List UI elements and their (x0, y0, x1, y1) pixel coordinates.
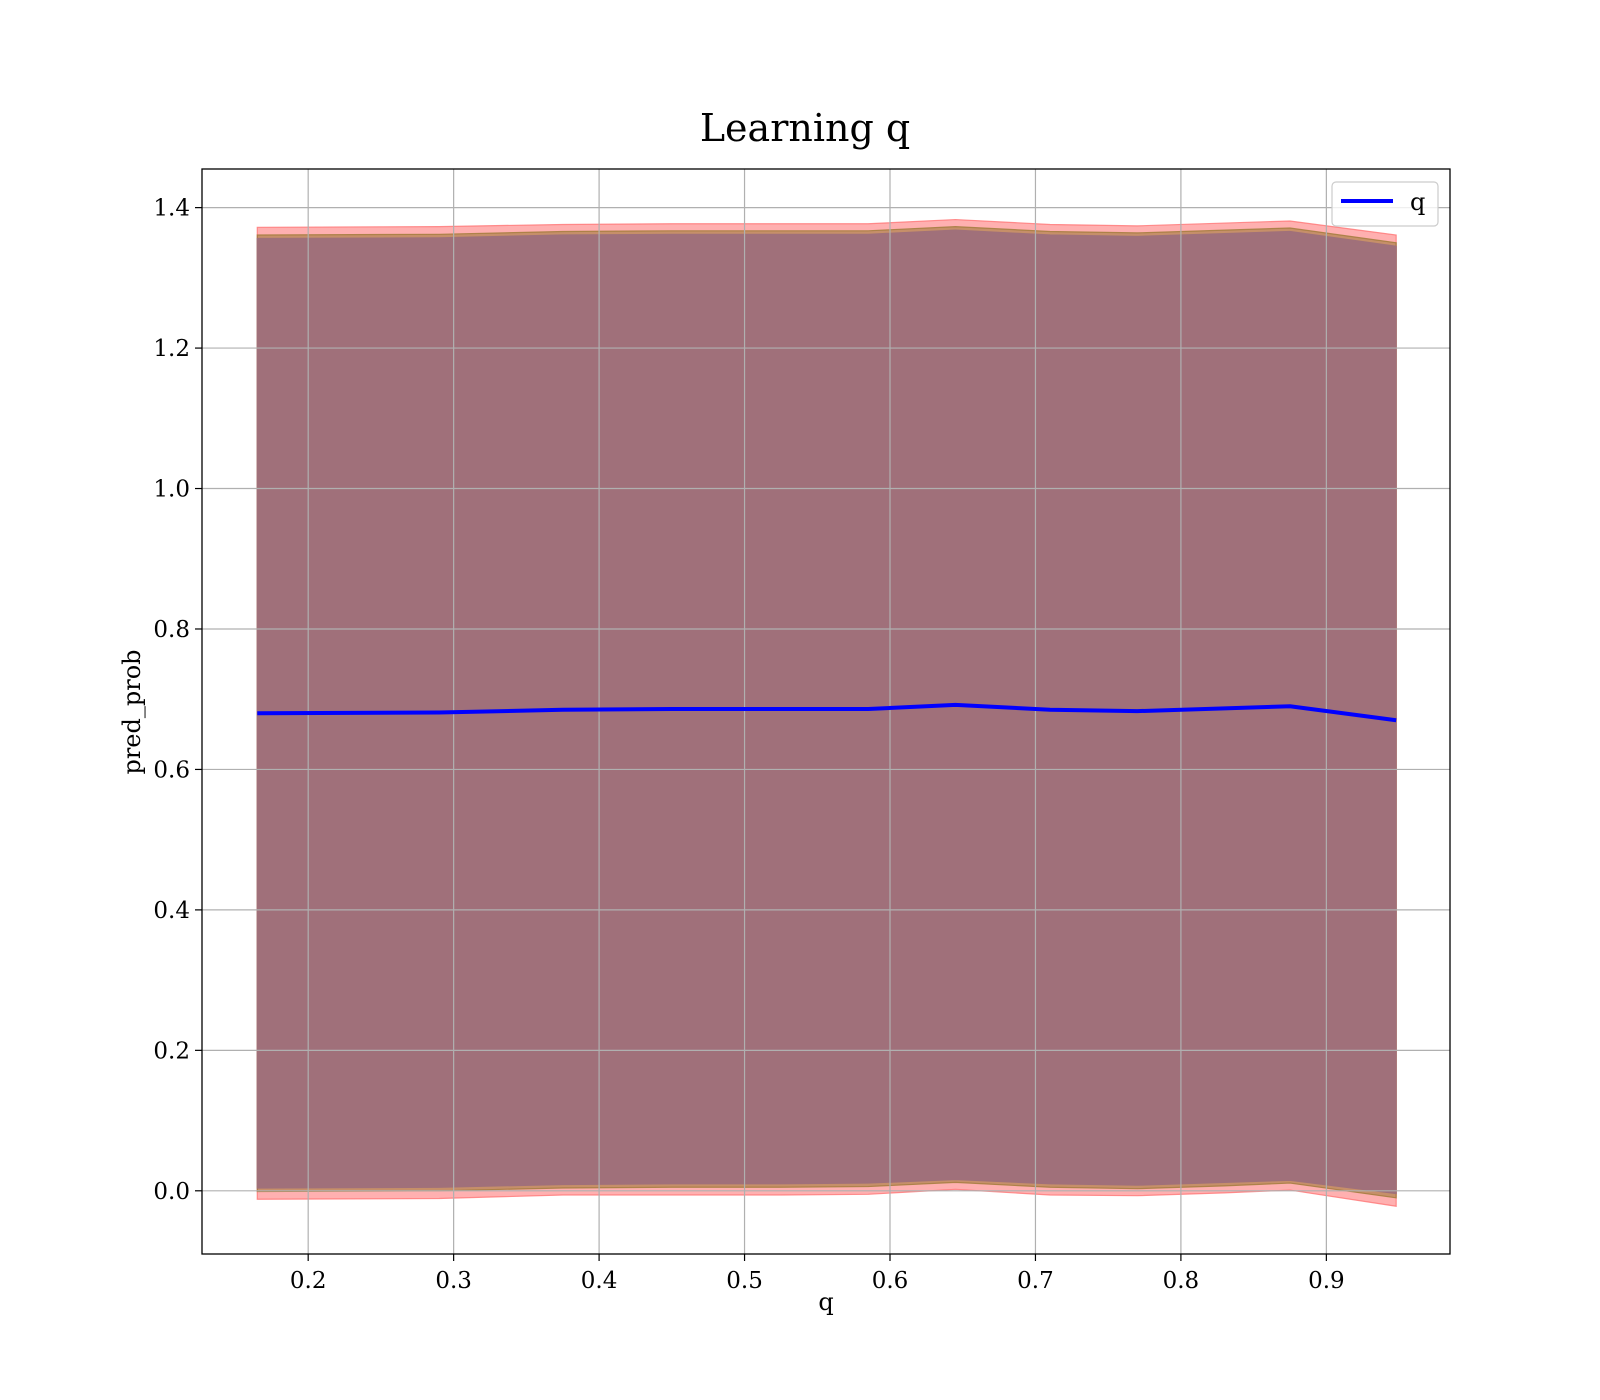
y-tick-label-5: 1.0 (153, 477, 190, 503)
x-tick-label-6: 0.8 (1163, 1268, 1200, 1294)
legend: q (1331, 181, 1439, 227)
x-tick-label-7: 0.9 (1308, 1268, 1345, 1294)
x-tick-label-0: 0.2 (290, 1268, 327, 1294)
chart-title: Learning q (700, 106, 910, 150)
y-tick-label-7: 1.4 (153, 196, 190, 222)
x-tick-label-2: 0.4 (581, 1268, 618, 1294)
x-axis-label: q (818, 1288, 833, 1316)
y-tick-label-6: 1.2 (153, 336, 190, 362)
x-tick-label-1: 0.3 (435, 1268, 472, 1294)
series-lines (257, 702, 1397, 723)
x-tick-label-3: 0.5 (726, 1268, 763, 1294)
legend-box (1331, 181, 1439, 227)
legend-label-q: q (1410, 188, 1425, 216)
y-tick-label-0: 0.0 (153, 1179, 190, 1205)
y-tick-label-1: 0.2 (153, 1038, 190, 1064)
plot-frame (201, 168, 1451, 1255)
confidence-bands (256, 218, 1397, 1207)
y-tick-label-4: 0.8 (153, 617, 190, 643)
confidence-band-2 (256, 229, 1397, 1195)
y-axis-label: pred_prob (118, 649, 146, 774)
x-axis-ticks: 0.2 0.3 0.4 0.5 0.6 0.7 0.8 0.9 (290, 1254, 1345, 1294)
x-tick-label-5: 0.7 (1017, 1268, 1054, 1294)
y-tick-label-2: 0.4 (153, 898, 190, 924)
y-tick-label-3: 0.6 (153, 757, 190, 783)
y-axis-ticks: 0.0 0.2 0.4 0.6 0.8 1.0 1.2 1.4 (153, 196, 202, 1205)
series-line-q (257, 702, 1397, 723)
x-tick-label-4: 0.6 (872, 1268, 909, 1294)
